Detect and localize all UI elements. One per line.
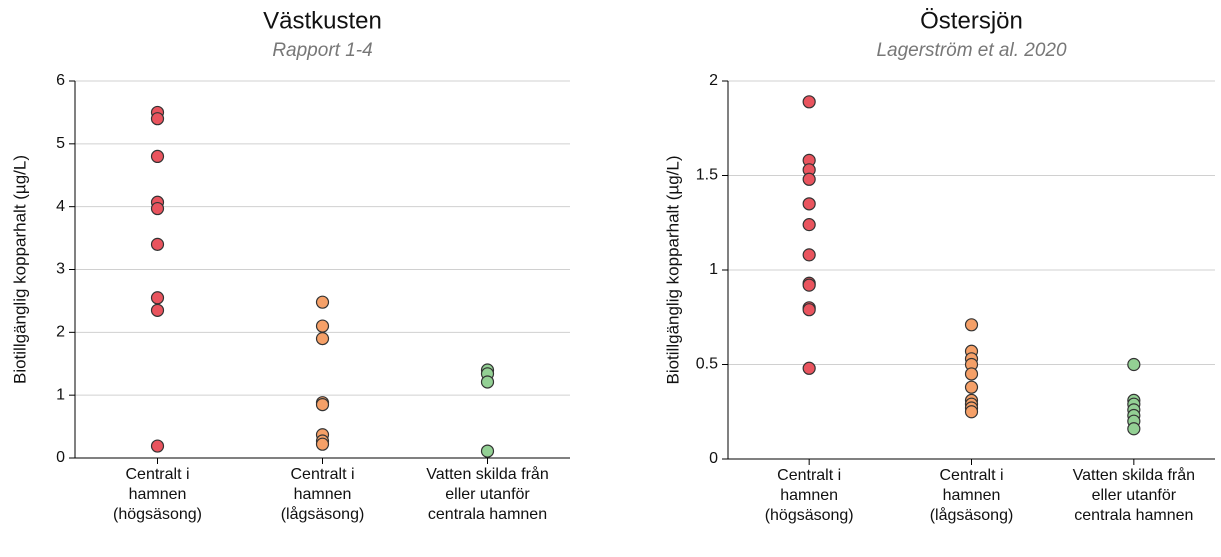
chart-subtitle: Rapport 1-4 xyxy=(272,40,372,61)
y-tick-label: 2 xyxy=(709,72,718,89)
data-point xyxy=(964,405,979,419)
data-point xyxy=(802,218,816,232)
data-point xyxy=(150,303,165,317)
data-point xyxy=(315,319,330,333)
data-point xyxy=(315,437,330,451)
data-point xyxy=(150,439,165,453)
x-tick-label: centrala hamnen xyxy=(1074,507,1193,524)
y-tick-label: 6 xyxy=(56,72,65,89)
data-point xyxy=(964,318,979,332)
y-tick-label: 5 xyxy=(56,135,65,152)
data-point xyxy=(315,332,330,346)
data-point xyxy=(802,95,816,109)
x-tick-label: hamnen xyxy=(780,487,838,504)
x-tick-label: hamnen xyxy=(943,487,1001,504)
data-point xyxy=(964,367,979,381)
chart-title: Västkusten xyxy=(263,7,382,34)
data-point xyxy=(150,149,165,163)
data-point xyxy=(802,172,816,186)
x-tick-label: eller utanför xyxy=(1092,487,1177,504)
data-point xyxy=(802,248,816,262)
y-tick-label: 0 xyxy=(709,450,718,467)
x-tick-label: eller utanför xyxy=(445,486,530,503)
data-point xyxy=(315,397,330,412)
data-point xyxy=(150,291,165,305)
y-tick-label: 3 xyxy=(56,261,65,278)
data-point xyxy=(1127,422,1141,436)
x-tick-label: Centralt i xyxy=(290,466,354,483)
y-axis-label: Biotillgänglig kopparhalt (µg/L) xyxy=(10,155,29,384)
data-point xyxy=(964,380,979,394)
x-tick-label: Vatten skilda från xyxy=(1073,466,1195,484)
x-tick-label: Vatten skilda från xyxy=(426,465,548,483)
x-tick-label: Centralt i xyxy=(777,467,841,484)
x-tick-label: Centralt i xyxy=(125,466,189,483)
y-tick-label: 1 xyxy=(56,386,65,403)
y-axis-label: Biotillgänglig kopparhalt (µg/L) xyxy=(663,155,682,384)
x-tick-label: (högsäsong) xyxy=(765,507,854,524)
y-tick-label: 1.5 xyxy=(696,167,718,184)
y-tick-label: 0.5 xyxy=(696,356,718,373)
x-tick-label: Centralt i xyxy=(939,467,1003,484)
data-point xyxy=(802,278,816,292)
x-tick-label: centrala hamnen xyxy=(428,506,547,523)
chart-subtitle: Lagerström et al. 2020 xyxy=(876,40,1067,61)
x-tick-label: (lågsäsong) xyxy=(930,506,1014,524)
y-tick-label: 0 xyxy=(56,449,65,466)
data-point xyxy=(802,303,816,317)
data-point xyxy=(150,237,165,251)
data-point xyxy=(480,375,495,389)
chart-title: Östersjön xyxy=(920,7,1023,34)
x-tick-label: hamnen xyxy=(129,486,187,503)
data-point xyxy=(150,112,165,126)
data-point xyxy=(315,295,330,309)
x-tick-label: hamnen xyxy=(294,486,352,503)
y-tick-label: 1 xyxy=(709,261,718,278)
data-point xyxy=(150,201,165,216)
data-point xyxy=(802,197,816,211)
data-point xyxy=(480,444,495,458)
x-tick-label: (högsäsong) xyxy=(113,506,202,523)
y-tick-label: 4 xyxy=(56,198,65,215)
data-point xyxy=(802,361,816,375)
y-tick-label: 2 xyxy=(56,324,65,341)
x-tick-label: (lågsäsong) xyxy=(281,505,365,523)
data-point xyxy=(1127,357,1141,372)
